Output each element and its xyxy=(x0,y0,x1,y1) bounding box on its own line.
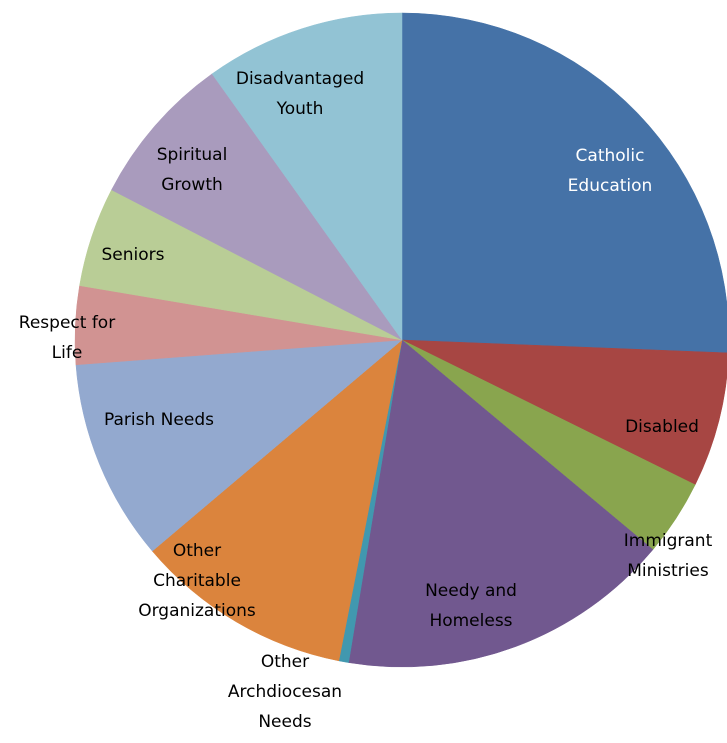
slice-label-catholic-education: Catholic Education xyxy=(568,146,653,196)
slice-label-spiritual-growth: Spiritual Growth xyxy=(157,145,228,195)
slice-label-other-archdiocesan-needs: Other Archdiocesan Needs xyxy=(228,652,342,732)
pie-slice-other-charitable-organizations xyxy=(151,339,403,662)
pie-slice-disadvantaged-youth xyxy=(211,12,403,341)
slice-label-seniors: Seniors xyxy=(102,245,165,265)
slice-label-disadvantaged-youth: Disadvantaged Youth xyxy=(236,69,364,119)
slice-label-needy-and-homeless: Needy and Homeless xyxy=(425,581,517,631)
slice-label-parish-needs: Parish Needs xyxy=(104,410,214,430)
pie-slice-needy-and-homeless xyxy=(348,339,654,668)
pie-slice-spiritual-growth xyxy=(111,73,403,341)
slice-label-immigrant-ministries: Immigrant Ministries xyxy=(624,531,713,581)
pie-slice-catholic-education xyxy=(401,12,727,354)
slice-label-other-charitable-organizations: Other Charitable Organizations xyxy=(138,541,256,621)
slice-label-disabled: Disabled xyxy=(625,417,699,437)
pie-slice-disabled xyxy=(401,339,727,486)
slice-label-respect-for-life: Respect for Life xyxy=(19,313,115,363)
pie-slice-parish-needs xyxy=(75,339,403,552)
